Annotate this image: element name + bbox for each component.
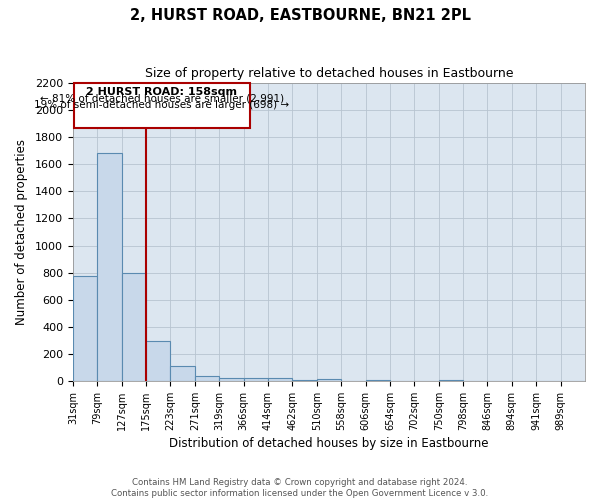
Bar [97, 154, 122, 381]
Text: Contains HM Land Registry data © Crown copyright and database right 2024.
Contai: Contains HM Land Registry data © Crown c… [112, 478, 488, 498]
Bar [219, 378, 244, 381]
Text: 2 HURST ROAD: 158sqm: 2 HURST ROAD: 158sqm [86, 88, 237, 98]
Bar [122, 274, 146, 381]
Bar [244, 378, 268, 381]
Bar [170, 366, 195, 381]
Bar [73, 276, 97, 381]
Title: Size of property relative to detached houses in Eastbourne: Size of property relative to detached ho… [145, 68, 513, 80]
FancyBboxPatch shape [74, 83, 250, 128]
X-axis label: Distribution of detached houses by size in Eastbourne: Distribution of detached houses by size … [169, 437, 489, 450]
Bar [292, 380, 317, 381]
Bar [439, 380, 463, 381]
Text: 2, HURST ROAD, EASTBOURNE, BN21 2PL: 2, HURST ROAD, EASTBOURNE, BN21 2PL [130, 8, 470, 22]
Bar [365, 380, 390, 381]
Text: ← 81% of detached houses are smaller (2,991): ← 81% of detached houses are smaller (2,… [40, 94, 284, 104]
Bar [317, 379, 341, 381]
Bar [195, 376, 219, 381]
Bar [268, 378, 292, 381]
Y-axis label: Number of detached properties: Number of detached properties [15, 139, 28, 325]
Bar [146, 341, 170, 381]
Text: 19% of semi-detached houses are larger (698) →: 19% of semi-detached houses are larger (… [34, 100, 289, 110]
